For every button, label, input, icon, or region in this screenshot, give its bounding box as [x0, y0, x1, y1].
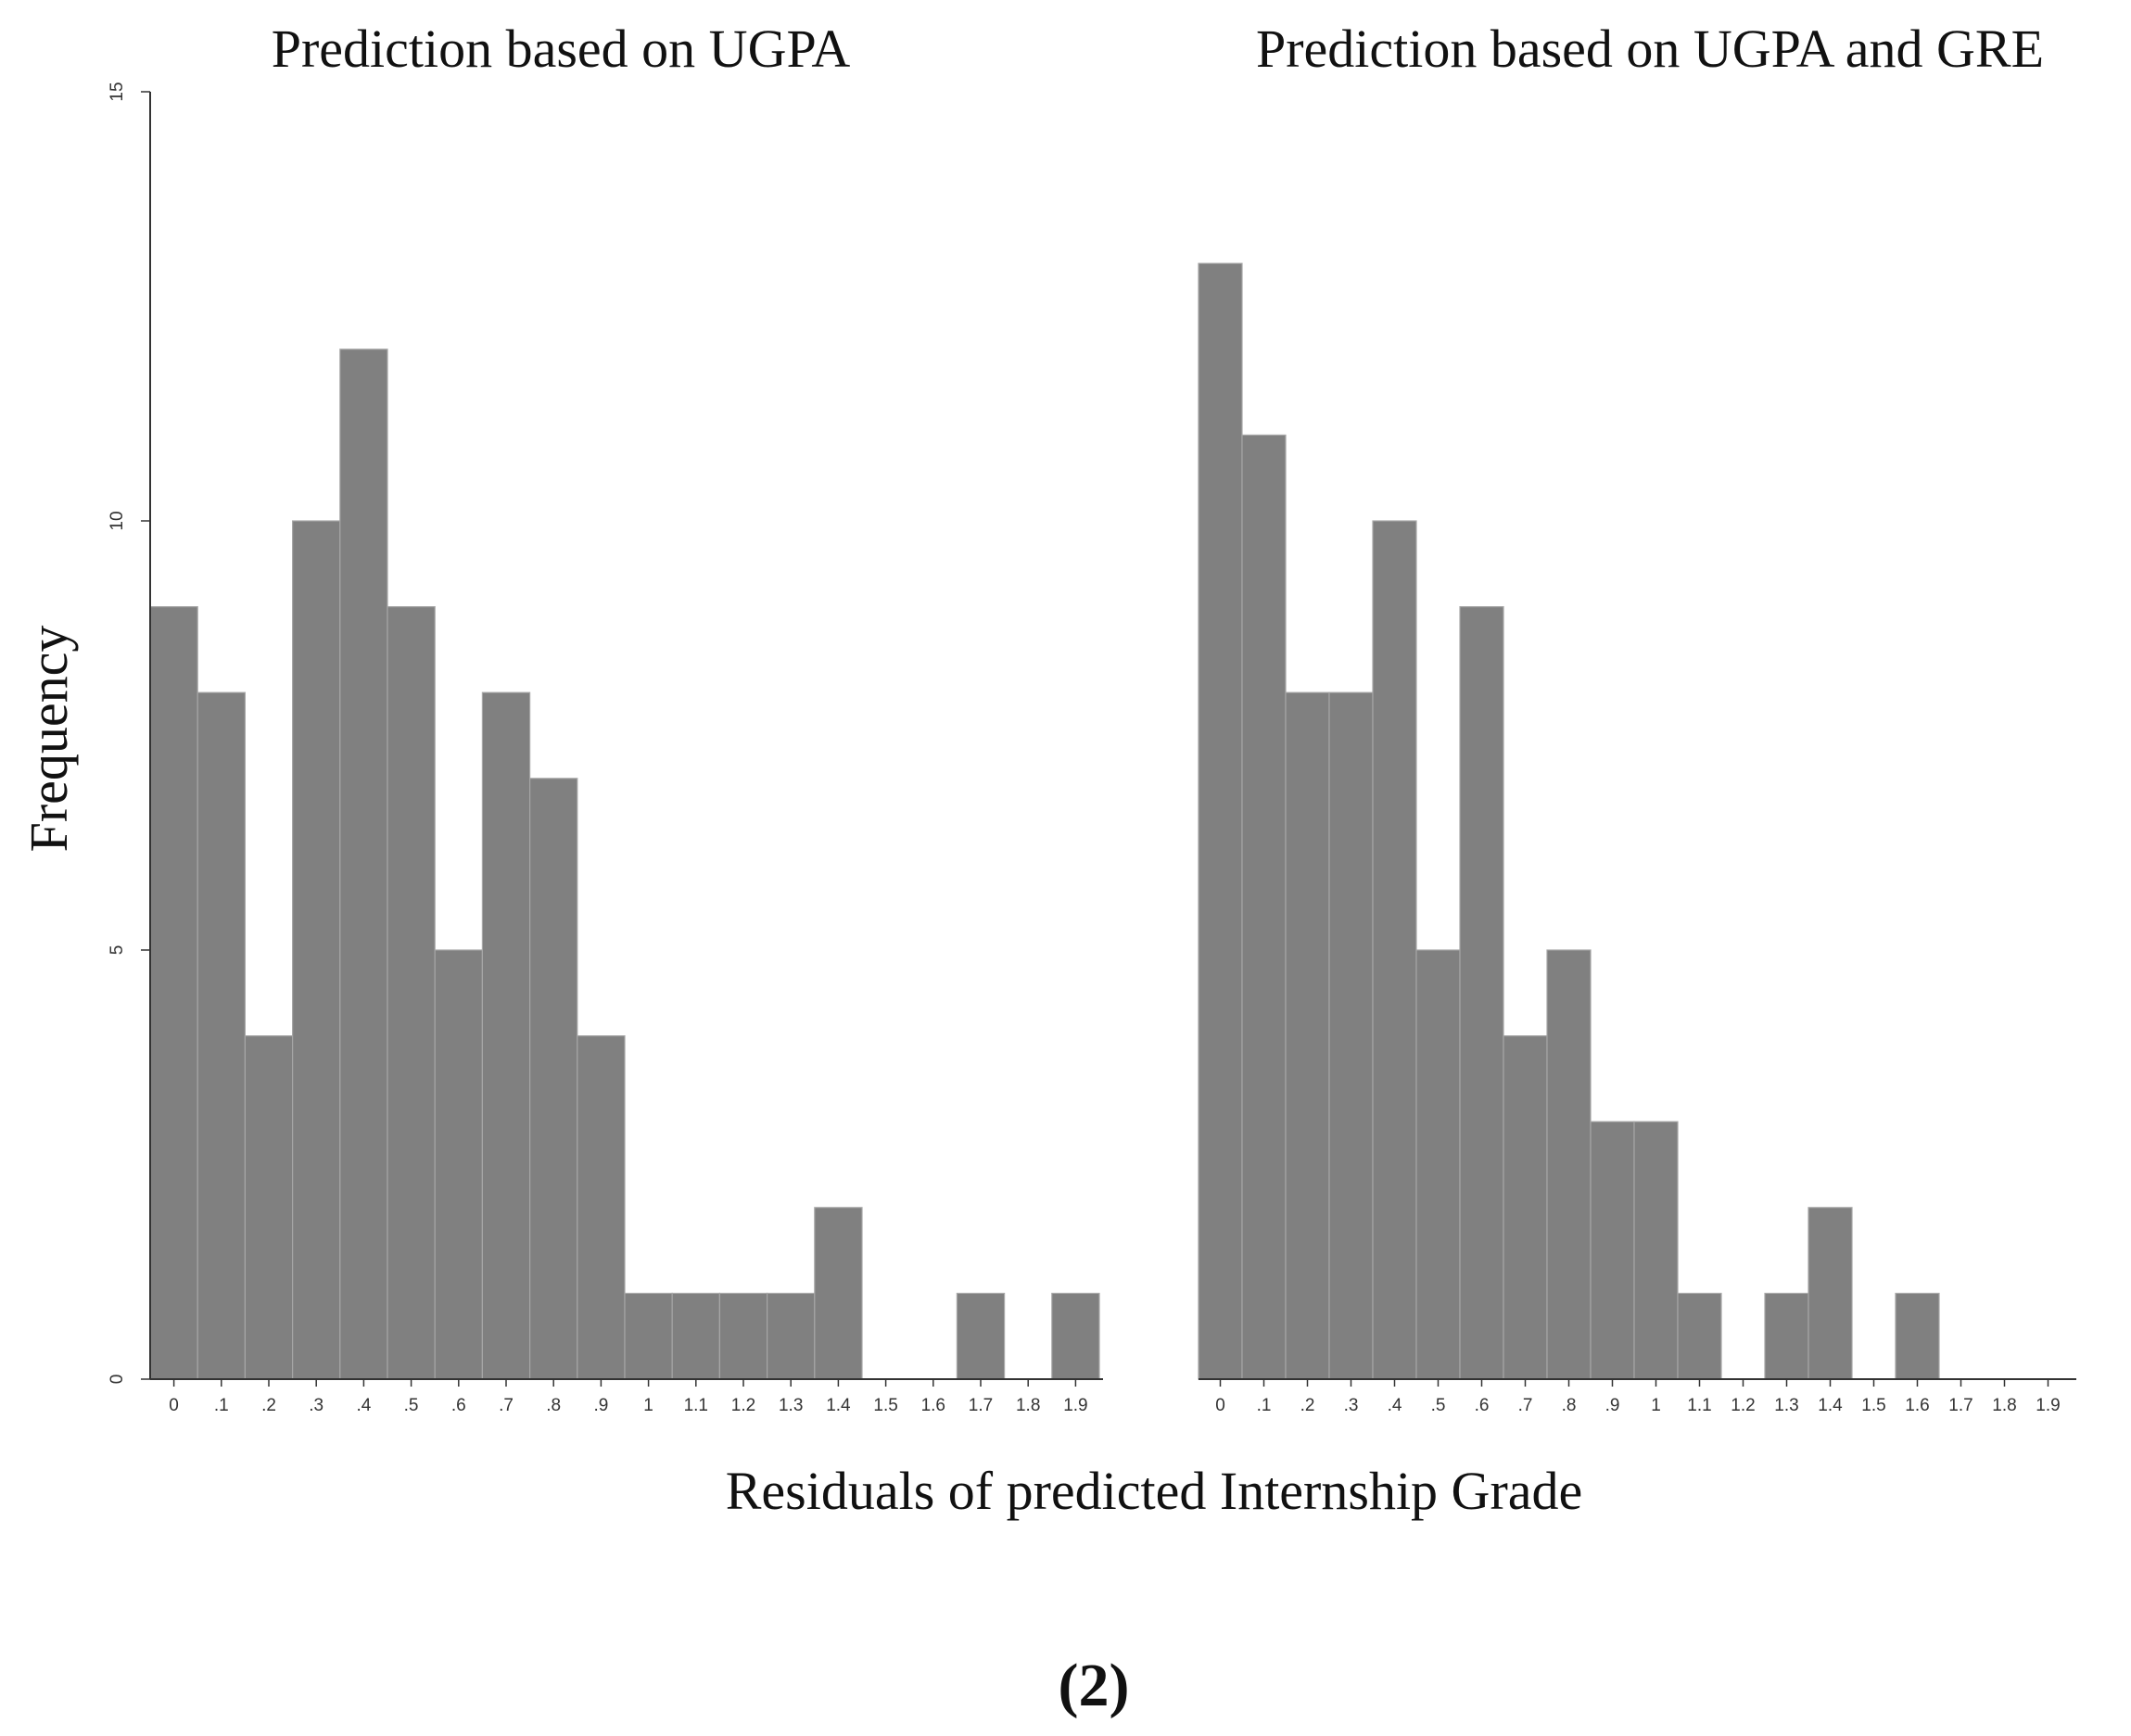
left-bar-0: [149, 605, 198, 1380]
left-x-tick-label-7: .7: [499, 1396, 514, 1415]
left-x-tick-label-18: 1.8: [1016, 1396, 1040, 1415]
right-bar-4: [1372, 520, 1417, 1380]
left-x-tick-label-10: 1: [643, 1396, 653, 1415]
left-x-tick-label-5: .5: [404, 1396, 419, 1415]
left-y-ticks: 0 5 10 15: [108, 82, 150, 1384]
right-bar-7: [1503, 1034, 1548, 1380]
right-x-tick-label-6: .6: [1475, 1396, 1490, 1415]
right-x-tick-label-12: 1.2: [1731, 1396, 1755, 1415]
right-x-tick-label-4: .4: [1388, 1396, 1402, 1415]
left-x-tick-label-1: .1: [214, 1396, 229, 1415]
right-bar-14: [1808, 1207, 1853, 1380]
left-x-tick-label-3: .3: [309, 1396, 323, 1415]
right-bar-3: [1328, 691, 1374, 1380]
right-bar-8: [1546, 949, 1592, 1380]
right-x-tick-label-18: 1.8: [1992, 1396, 2016, 1415]
left-bar-3: [292, 520, 341, 1380]
left-bar-9: [577, 1034, 626, 1380]
right-x-tick-label-13: 1.3: [1774, 1396, 1798, 1415]
left-bar-12: [718, 1292, 768, 1380]
left-bar-8: [528, 778, 578, 1380]
right-chart-title: Prediction based on UGPA and GRE: [1256, 19, 2044, 79]
right-x-tick-label-14: 1.4: [1818, 1396, 1843, 1415]
left-x-tick-label-14: 1.4: [826, 1396, 851, 1415]
left-bar-17: [956, 1292, 1006, 1380]
right-bar-10: [1633, 1121, 1679, 1380]
right-bar-5: [1415, 949, 1461, 1380]
x-axis-title: Residuals of predicted Internship Grade: [726, 1461, 1583, 1521]
right-x-tick-label-9: .9: [1605, 1396, 1620, 1415]
left-chart-title: Prediction based on UGPA: [272, 19, 851, 79]
right-bars: [1198, 262, 1940, 1380]
right-x-tick-label-15: 1.5: [1861, 1396, 1885, 1415]
right-bar-13: [1764, 1292, 1809, 1380]
left-x-tick-label-2: .2: [261, 1396, 276, 1415]
left-x-tick-label-16: 1.6: [921, 1396, 945, 1415]
left-y-tick-label-0: 0: [108, 1375, 127, 1385]
left-bar-10: [624, 1292, 673, 1380]
left-x-tick-label-13: 1.3: [779, 1396, 803, 1415]
right-x-tick-label-10: 1: [1651, 1396, 1661, 1415]
left-bar-7: [481, 691, 531, 1380]
left-y-tick-label-2: 10: [108, 511, 127, 530]
left-x-tick-label-4: .4: [356, 1396, 371, 1415]
right-bar-6: [1459, 605, 1504, 1380]
left-bar-2: [244, 1034, 294, 1380]
left-bar-19: [1051, 1292, 1100, 1380]
left-histogram: 0 5 10 15 0 .1 .2 .3 .4 .5 .6 .7 .8 .9 1 1.1 1.2 1.3 1.4 1…: [108, 82, 1103, 1415]
right-x-tick-label-3: .3: [1344, 1396, 1359, 1415]
left-bar-11: [671, 1292, 721, 1380]
right-x-tick-label-7: .7: [1518, 1396, 1533, 1415]
right-x-tick-label-16: 1.6: [1905, 1396, 1929, 1415]
left-y-tick-label-3: 15: [108, 82, 127, 101]
right-x-tick-label-17: 1.7: [1948, 1396, 1972, 1415]
left-x-tick-label-12: 1.2: [731, 1396, 755, 1415]
left-x-tick-label-9: .9: [593, 1396, 608, 1415]
left-x-tick-label-6: .6: [451, 1396, 466, 1415]
right-x-tick-label-11: 1.1: [1687, 1396, 1711, 1415]
left-y-tick-label-1: 5: [108, 945, 127, 956]
left-bar-14: [814, 1207, 863, 1380]
right-histogram: 0 .1 .2 .3 .4 .5 .6 .7 .8 .9 1 1.1 1.2 1.3 1.4 1.5 1.6 1.…: [1198, 262, 2076, 1415]
right-x-tick-label-5: .5: [1431, 1396, 1446, 1415]
left-bars: [149, 348, 1100, 1380]
right-bar-11: [1677, 1292, 1722, 1380]
right-bar-1: [1241, 434, 1287, 1380]
left-x-tick-label-0: 0: [169, 1396, 179, 1415]
right-bar-9: [1590, 1121, 1635, 1380]
left-bar-4: [339, 348, 388, 1380]
left-x-tick-label-19: 1.9: [1063, 1396, 1087, 1415]
right-bar-2: [1285, 691, 1330, 1380]
right-x-tick-label-2: .2: [1300, 1396, 1315, 1415]
right-x-tick-label-1: .1: [1257, 1396, 1272, 1415]
left-bar-5: [387, 605, 436, 1380]
y-axis-title: Frequency: [19, 626, 79, 853]
right-x-tick-label-8: .8: [1562, 1396, 1577, 1415]
left-x-tick-label-17: 1.7: [969, 1396, 993, 1415]
right-x-tick-label-0: 0: [1215, 1396, 1225, 1415]
left-x-tick-label-8: .8: [546, 1396, 561, 1415]
right-x-ticks: 0 .1 .2 .3 .4 .5 .6 .7 .8 .9 1 1.1 1.2 1.3 1.4 1.5 1.6 1.…: [1215, 1379, 2061, 1415]
left-bar-6: [434, 949, 484, 1380]
left-x-ticks: 0 .1 .2 .3 .4 .5 .6 .7 .8 .9 1 1.1 1.2 1.3 1.4 1.5 1.6 1.…: [169, 1379, 1088, 1415]
left-bar-1: [197, 691, 246, 1380]
right-bar-0: [1198, 262, 1243, 1380]
left-bar-13: [766, 1292, 816, 1380]
right-bar-16: [1895, 1292, 1940, 1380]
left-x-tick-label-15: 1.5: [873, 1396, 897, 1415]
panel-label: (2): [1059, 1652, 1130, 1719]
left-x-tick-label-11: 1.1: [684, 1396, 708, 1415]
right-x-tick-label-19: 1.9: [2036, 1396, 2060, 1415]
